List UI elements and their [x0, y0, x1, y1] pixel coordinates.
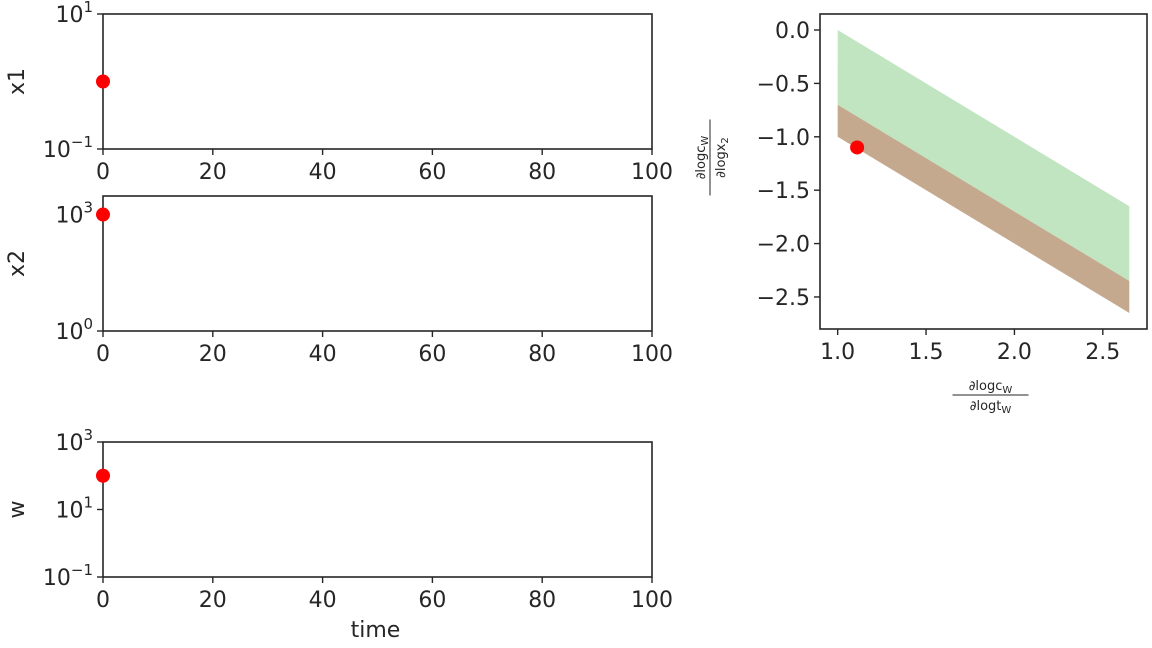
y-axis-label: ∂logcW∂logx2 — [694, 119, 731, 196]
region-2 — [837, 104, 1130, 313]
y-tick-label: 101 — [55, 0, 93, 28]
x-tick-label: 100 — [631, 342, 673, 367]
data-point — [850, 140, 865, 155]
fraction-numerator: ∂logcW — [694, 136, 711, 180]
x-tick-label: 1.0 — [820, 340, 855, 365]
x-tick-label: 80 — [528, 588, 556, 613]
x-tick-label: 0 — [96, 588, 110, 613]
y-tick-label: 103 — [55, 426, 93, 456]
x-tick-label: 80 — [528, 342, 556, 367]
y-tick-label: −0.5 — [757, 72, 810, 97]
y-tick-label: −1.5 — [757, 179, 810, 204]
x-axis-label: ∂logcW ∂logtW — [952, 379, 1029, 416]
panel-w: 0 20 40 60 80 100 103 101 10−1 w time — [5, 426, 673, 643]
x-tick-label: 2.5 — [1085, 340, 1120, 365]
x-tick-label: 100 — [631, 160, 673, 185]
y-tick-label: 10−1 — [43, 561, 93, 591]
x-tick-label: 60 — [418, 160, 446, 185]
y-axis-label: x1 — [5, 68, 30, 95]
y-tick-label: 10−1 — [43, 133, 93, 163]
x-tick-label: 20 — [199, 588, 227, 613]
x-tick-label: 0 — [96, 160, 110, 185]
y-tick-label: 100 — [55, 315, 93, 345]
data-point — [96, 74, 110, 89]
x-tick-label: 40 — [309, 342, 337, 367]
y-axis-label: w — [5, 501, 30, 519]
plot-frame — [102, 441, 653, 578]
y-tick-label: 101 — [55, 494, 93, 524]
panel-x2: 0 20 40 60 80 100 103 100 x2 — [5, 195, 673, 367]
fraction-numerator: ∂logcW — [969, 379, 1013, 396]
x-tick-label: 20 — [199, 160, 227, 185]
y-tick-label: −2.0 — [757, 233, 810, 258]
x-tick-label: 40 — [309, 588, 337, 613]
x-tick-label: 60 — [418, 588, 446, 613]
x-tick-label: 2.0 — [997, 340, 1032, 365]
region-1 — [837, 30, 1130, 281]
data-point — [96, 468, 110, 483]
panel-elasticity: 1.0 1.5 2.0 2.5 0.0 −0.5 −1.0 −1.5 −2.0 −2.5 ∂logc… — [694, 13, 1148, 416]
x-tick-label: 80 — [528, 160, 556, 185]
data-point — [96, 207, 110, 222]
y-tick-label: 0.0 — [775, 19, 810, 44]
plot-frame — [819, 13, 1148, 330]
y-tick-label: −2.5 — [757, 286, 810, 311]
panel-x1: 0 20 40 60 80 100 101 10−1 x1 — [5, 0, 673, 185]
x-tick-label: 1.5 — [909, 340, 944, 365]
x-axis-label: time — [351, 618, 401, 643]
y-tick-label: 103 — [55, 199, 93, 229]
y-axis-label: x2 — [5, 250, 30, 277]
y-tick-label: −1.0 — [757, 126, 810, 151]
fraction-denominator: ∂logtW — [970, 399, 1012, 416]
x-tick-label: 100 — [631, 588, 673, 613]
x-tick-label: 60 — [418, 342, 446, 367]
fraction-denominator: ∂logx2 — [714, 137, 731, 178]
x-tick-label: 0 — [96, 342, 110, 367]
x-tick-label: 40 — [309, 160, 337, 185]
x-tick-label: 20 — [199, 342, 227, 367]
plot-frame — [102, 13, 653, 150]
plot-frame — [102, 195, 653, 332]
